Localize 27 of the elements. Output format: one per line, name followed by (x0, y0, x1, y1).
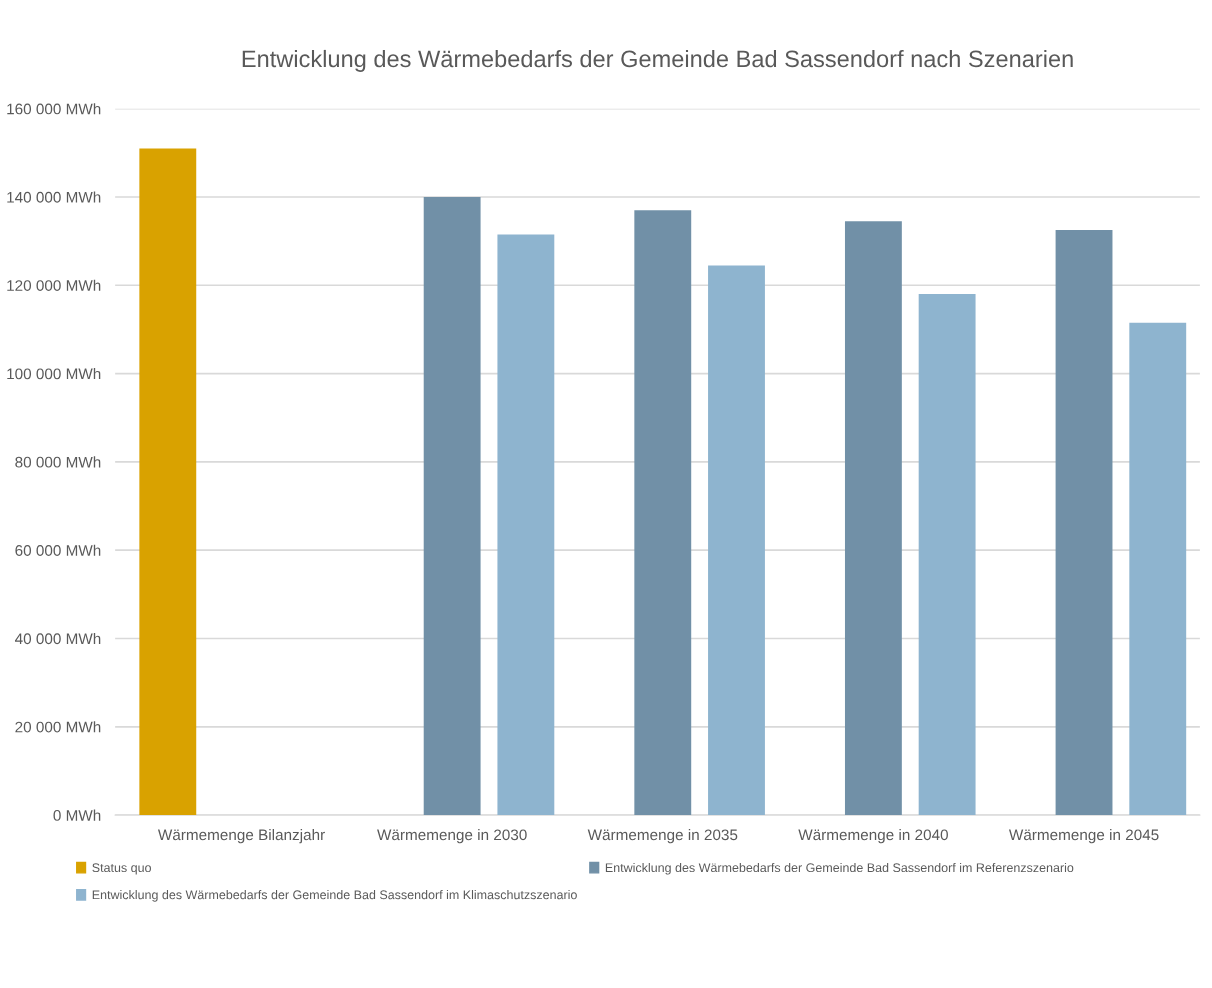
bar (708, 265, 765, 816)
bar (634, 210, 692, 816)
x-tick-label: Wärmemenge in 2030 (377, 828, 527, 844)
y-tick-label: 40 000 MWh (14, 632, 101, 645)
bar (497, 234, 555, 816)
bar (139, 148, 197, 816)
bar (1055, 230, 1113, 816)
y-tick-label: 140 000 MWh (7, 191, 101, 203)
bar (918, 294, 976, 816)
y-tick-label: 80 000 MWh (15, 456, 101, 468)
y-tick-label: 0 MWh (53, 809, 101, 821)
legend-label: Status quo (92, 863, 151, 875)
chart-title: Entwicklung des Wärmebedarfs der Gemeinde Bad Sassendorf nach Szenarien (242, 49, 1073, 72)
x-tick-label: Wärmemenge in 2040 (798, 828, 948, 844)
bar (423, 196, 481, 816)
x-tick-label: Wärmemenge Bilanzjahr (157, 828, 325, 844)
bar (1129, 322, 1187, 816)
legend-label: Entwicklung des Wärmebedarfs der Gemeinde Bad Sassendorf im Referenzszenario (605, 862, 1074, 875)
y-tick-label: 60 000 MWh (15, 544, 101, 556)
bar (844, 221, 902, 816)
y-tick-label: 160 000 MWh (7, 103, 101, 115)
y-tick-label: 20 000 MWh (15, 721, 101, 733)
x-tick-label: Wärmemenge in 2045 (1008, 828, 1159, 844)
legend-label: Entwicklung des Wärmebedarfs der Gemeinde Bad Sassendorf im Klimaschutzszenario (92, 890, 577, 902)
y-tick-label: 120 000 MWh (7, 279, 101, 291)
y-tick-label: 100 000 MWh (7, 368, 101, 380)
x-tick-label: Wärmemenge in 2035 (587, 828, 738, 844)
